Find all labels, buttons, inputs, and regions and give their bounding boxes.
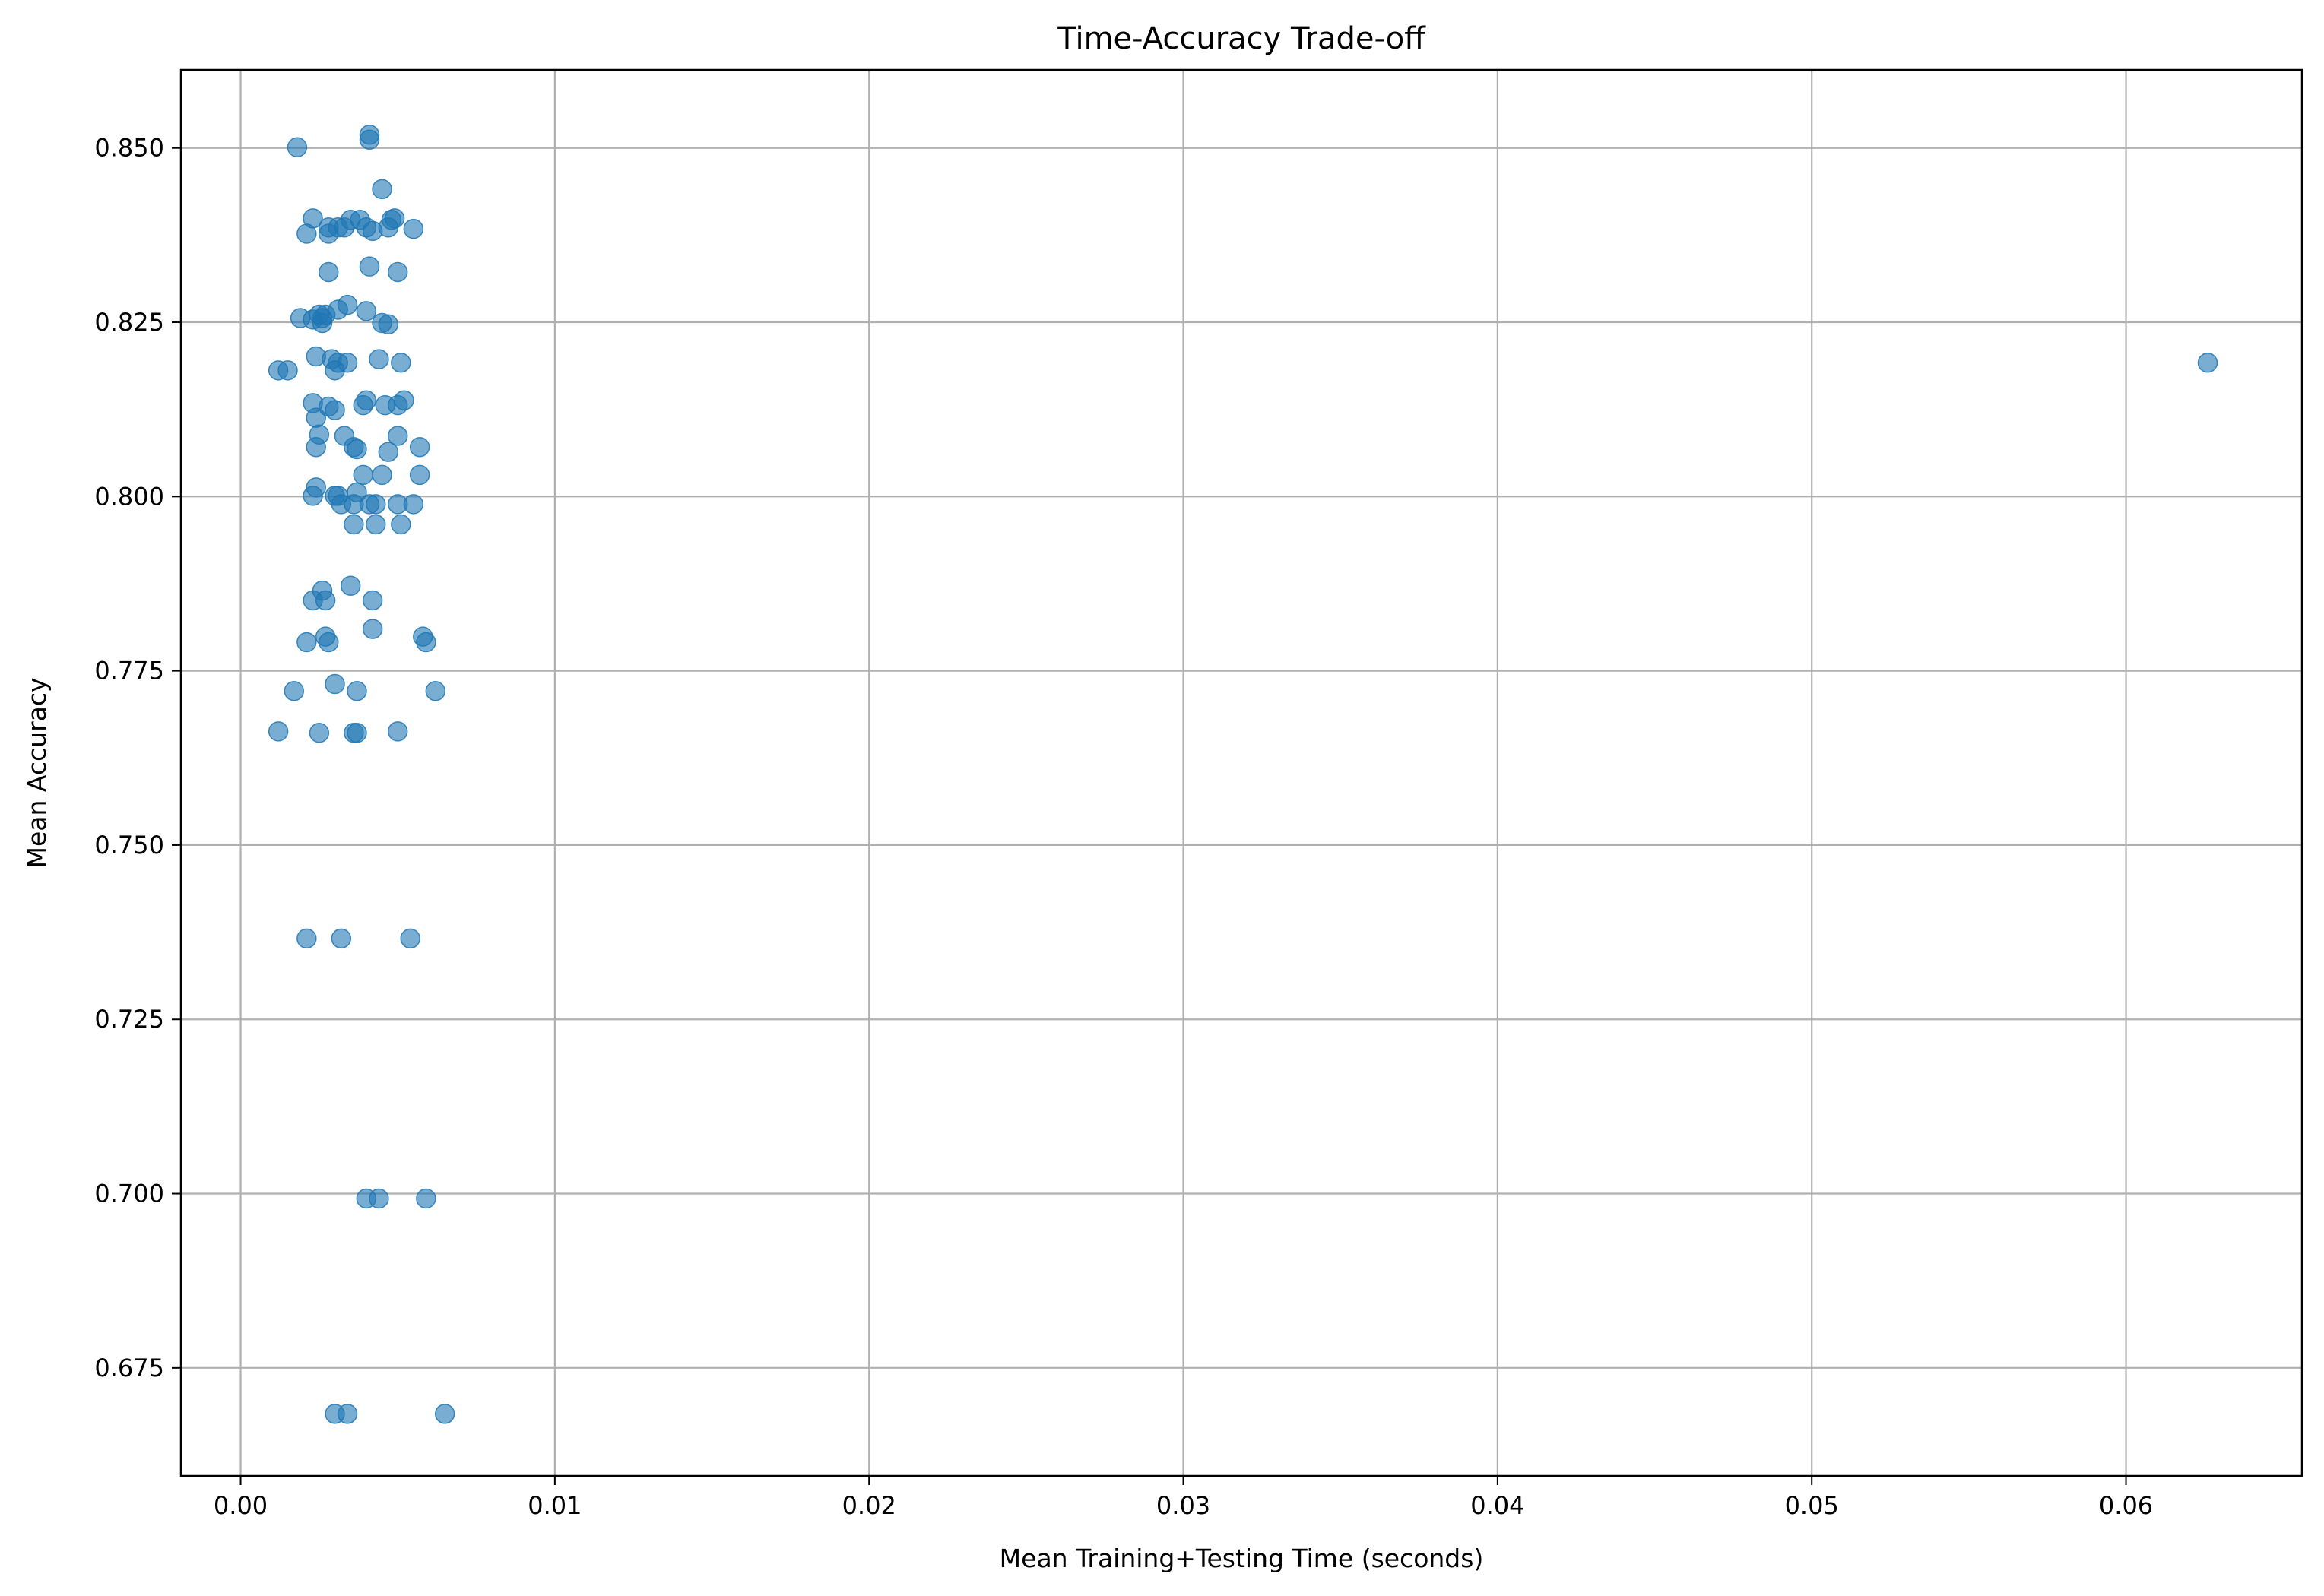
data-point [387, 721, 408, 742]
data-point [425, 680, 446, 701]
data-point [277, 360, 298, 381]
data-point [403, 494, 424, 515]
data-point [391, 352, 411, 373]
data-point [391, 514, 411, 535]
data-point [331, 928, 352, 949]
data-point [337, 1404, 358, 1424]
data-point [347, 482, 367, 503]
plot-area [181, 70, 2302, 1476]
data-point [362, 619, 383, 639]
data-point [409, 436, 430, 458]
data-point [325, 400, 345, 420]
data-point [387, 426, 408, 446]
data-point [434, 1404, 455, 1424]
data-point [2197, 352, 2218, 373]
data-point [340, 575, 361, 596]
data-point [356, 301, 377, 321]
data-point [378, 442, 399, 462]
data-point [403, 218, 424, 239]
data-point [359, 129, 380, 150]
data-point [369, 1188, 389, 1209]
data-point [372, 179, 392, 200]
data-point [353, 464, 373, 486]
data-point [416, 1188, 436, 1209]
x-tick-label: 0.03 [1156, 1491, 1210, 1520]
data-point [296, 928, 317, 949]
chart-title: Time-Accuracy Trade-off [1057, 21, 1426, 56]
data-point [400, 928, 420, 949]
x-tick-label: 0.00 [214, 1491, 268, 1520]
data-point [319, 261, 339, 283]
y-tick-label: 0.725 [94, 1005, 164, 1034]
y-tick-label: 0.750 [94, 831, 164, 860]
y-tick-label: 0.800 [94, 482, 164, 511]
plot-frame [179, 68, 2303, 1477]
data-point [362, 590, 383, 611]
data-point [268, 721, 289, 742]
data-point [284, 680, 305, 701]
data-point [372, 464, 392, 486]
x-tick-label: 0.01 [528, 1491, 582, 1520]
data-point [296, 632, 317, 653]
data-point [319, 632, 339, 653]
data-point [387, 261, 408, 283]
data-point [325, 673, 345, 695]
data-point [306, 436, 326, 458]
data-point [296, 223, 317, 244]
data-points [268, 125, 2218, 1424]
x-axis-ticks: 0.00 0.01 0.02 0.03 0.04 0.05 0.06 [214, 1476, 2153, 1520]
data-point [344, 514, 364, 535]
data-point [347, 680, 367, 701]
data-point [309, 723, 330, 743]
y-tick-label: 0.775 [94, 657, 164, 686]
grid-lines [181, 70, 2302, 1476]
data-point [366, 494, 386, 515]
data-point [366, 514, 386, 535]
data-point [384, 208, 405, 229]
y-tick-label: 0.825 [94, 308, 164, 337]
x-tick-label: 0.06 [2099, 1491, 2153, 1520]
x-axis-label: Mean Training+Testing Time (seconds) [1000, 1544, 1484, 1573]
data-point [347, 439, 367, 460]
data-point [315, 590, 336, 611]
data-point [378, 314, 399, 335]
y-axis-label: Mean Accuracy [22, 677, 52, 868]
data-point [409, 464, 430, 486]
x-tick-label: 0.02 [842, 1491, 896, 1520]
x-tick-label: 0.04 [1470, 1491, 1524, 1520]
x-tick-label: 0.05 [1785, 1491, 1839, 1520]
data-point [337, 294, 358, 315]
y-tick-label: 0.700 [94, 1180, 164, 1208]
data-point [356, 390, 377, 411]
data-point [347, 723, 367, 743]
y-tick-label: 0.675 [94, 1354, 164, 1382]
data-point [369, 349, 389, 369]
data-point [416, 632, 436, 653]
data-point [287, 137, 308, 158]
data-point [303, 486, 323, 506]
y-tick-label: 0.850 [94, 134, 164, 163]
y-axis-ticks: 0.675 0.700 0.725 0.750 0.775 0.800 0.825 0.850 [94, 134, 181, 1382]
data-point [359, 256, 380, 277]
data-point [394, 390, 414, 411]
data-point [337, 352, 358, 373]
